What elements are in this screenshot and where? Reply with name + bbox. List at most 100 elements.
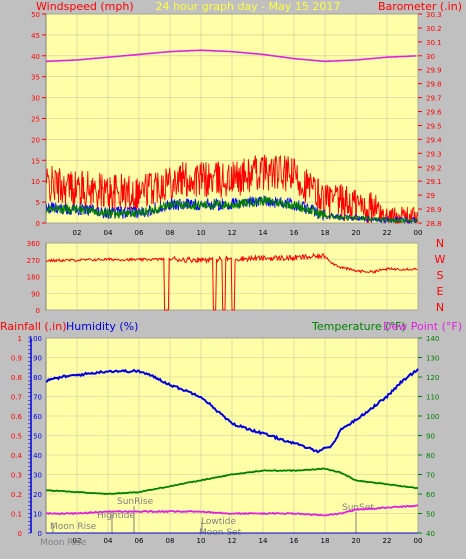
temperature-y-tick-label: 120 (426, 374, 439, 382)
barometer-y-tick-label: 29.6 (426, 109, 442, 117)
wind-y-tick-label: 10 (31, 178, 40, 186)
barometer-y-tick-label: 28.8 (426, 220, 442, 228)
temp-x-tick-label: 00 (414, 537, 423, 545)
humidity-y-tick-label: 70 (33, 394, 42, 402)
rainfall-y-tick-label: 0.4 (11, 452, 23, 460)
moonrise-bottom-label: Moon Rise (40, 538, 87, 548)
direction-series (45, 252, 418, 311)
humidity-axis-title: Humidity (%) (66, 320, 138, 333)
temp-x-tick-label: 20 (352, 537, 361, 545)
compass-label: S (437, 269, 444, 282)
barometer-y-tick-label: 30 (426, 53, 435, 61)
wind-x-tick-label: 16 (290, 229, 299, 237)
wind-x-tick-label: 08 (166, 229, 175, 237)
wind-y-tick-label: 25 (31, 116, 40, 124)
temp-x-tick-label: 08 (166, 537, 175, 545)
rainfall-axis-title: Rainfall (.in) (0, 320, 67, 333)
wind-axis-title: Windspeed (mph) (36, 0, 134, 13)
chart-title: 24 hour graph day - May 15 2017 (156, 0, 341, 13)
direction-y-tick-label: 360 (27, 240, 40, 248)
hightide-label: Hightide (97, 511, 135, 521)
wind-series (45, 49, 419, 225)
barometer-y-tick-label: 29 (426, 192, 435, 200)
barometer-y-tick-label: 30.1 (426, 39, 442, 47)
wind-x-tick-label: 20 (352, 229, 361, 237)
wind-y-ticks: 0 5 10 15 20 25 30 35 40 45 50 (31, 11, 46, 228)
wind-x-tick-label: 12 (228, 229, 237, 237)
wind-direction-line (45, 252, 418, 311)
direction-y-tick-label: 180 (27, 274, 40, 282)
barometer-line (45, 49, 417, 63)
rainfall-y-tick-label: 0.1 (11, 511, 22, 519)
humidity-y-tick-label: 80 (33, 374, 42, 382)
wind-y-tick-label: 5 (36, 199, 40, 207)
barometer-axis-title: Barometer (.in) (378, 0, 462, 13)
wind-x-tick-label: 04 (104, 229, 113, 237)
temperature-line (45, 467, 419, 496)
humidity-y-tick-label: 10 (33, 511, 42, 519)
wind-speed-green-line (45, 196, 419, 224)
barometer-y-tick-label: 29.8 (426, 81, 442, 89)
rainfall-y-tick-label: 0.6 (11, 413, 23, 421)
humidity-y-ticks: 0 10 20 30 40 50 60 70 80 90 100 (28, 335, 42, 538)
barometer-y-tick-label: 29.9 (426, 67, 442, 75)
wind-x-tick-label: 06 (135, 229, 144, 237)
rainfall-y-tick-label: 0.8 (11, 374, 22, 382)
wind-y-tick-label: 35 (31, 74, 40, 82)
temperature-y-tick-label: 70 (426, 472, 435, 480)
rainfall-y-tick-label: 0.3 (11, 472, 22, 480)
humidity-y-tick-label: 40 (33, 452, 42, 460)
temperature-y-tick-label: 130 (426, 355, 439, 363)
rainfall-y-tick-label: 0.9 (11, 355, 22, 363)
wind-y-tick-label: 50 (31, 11, 40, 19)
moonrise-label: Moon Rise (50, 522, 97, 532)
barometer-y-ticks: 28.8 28.9 29 29.1 29.2 29.3 29.4 29.5 29.6 29.7 29… (418, 11, 442, 228)
humidity-y-tick-label: 60 (33, 413, 42, 421)
temp-x-tick-label: 06 (135, 537, 144, 545)
temperature-y-tick-label: 110 (426, 394, 439, 402)
dewpoint-axis-title: Dew Point (°F) (383, 320, 462, 333)
humidity-y-tick-label: 50 (33, 433, 42, 441)
barometer-y-tick-label: 29.1 (426, 178, 442, 186)
rainfall-y-tick-label: 0.2 (11, 491, 22, 499)
direction-y-ticks: 0 90 180 270 360 (27, 240, 40, 315)
compass-label: E (437, 285, 444, 298)
temp-x-tick-label: 16 (290, 537, 299, 545)
direction-y-tick-label: 90 (31, 290, 40, 298)
temperature-y-tick-label: 80 (426, 452, 435, 460)
wind-plot-grid (46, 13, 419, 224)
dewpoint-line (45, 504, 419, 517)
barometer-y-tick-label: 29.2 (426, 164, 442, 172)
humidity-y-tick-label: 30 (33, 472, 42, 480)
rainfall-y-tick-label: 0.5 (11, 433, 22, 441)
temp-x-tick-label: 10 (197, 537, 206, 545)
wind-x-tick-label: 10 (197, 229, 206, 237)
temp-x-tick-label: 14 (259, 537, 268, 545)
humidity-y-tick-label: 100 (29, 335, 42, 343)
temperature-y-tick-label: 40 (426, 530, 435, 538)
lowtide-label: Lowtide (201, 517, 236, 527)
wind-x-tick-label: 02 (73, 229, 82, 237)
rainfall-y-tick-label: 0.7 (11, 394, 22, 402)
wind-y-tick-label: 40 (31, 53, 40, 61)
wind-y-tick-label: 20 (31, 136, 40, 144)
temperature-y-tick-label: 140 (426, 335, 439, 343)
wind-x-tick-label: 22 (383, 229, 392, 237)
direction-y-tick-label: 270 (27, 257, 40, 265)
compass-label: N (436, 301, 444, 314)
temp-x-tick-label: 22 (383, 537, 392, 545)
temp-series (45, 368, 419, 534)
temperature-y-tick-label: 100 (426, 413, 439, 421)
compass-label: W (435, 253, 446, 266)
wind-x-ticks: 02 04 06 08 10 12 14 16 18 20 22 00 (73, 229, 423, 237)
wind-x-tick-label: 14 (259, 229, 268, 237)
wind-y-tick-label: 30 (31, 95, 40, 103)
barometer-y-tick-label: 29.7 (426, 95, 442, 103)
barometer-y-tick-label: 29.4 (426, 136, 442, 144)
humidity-y-tick-label: 0 (38, 530, 42, 538)
direction-y-tick-label: 0 (36, 307, 40, 315)
temperature-y-ticks: 40 50 60 70 80 90 100 110 120 130 140 (418, 335, 439, 538)
